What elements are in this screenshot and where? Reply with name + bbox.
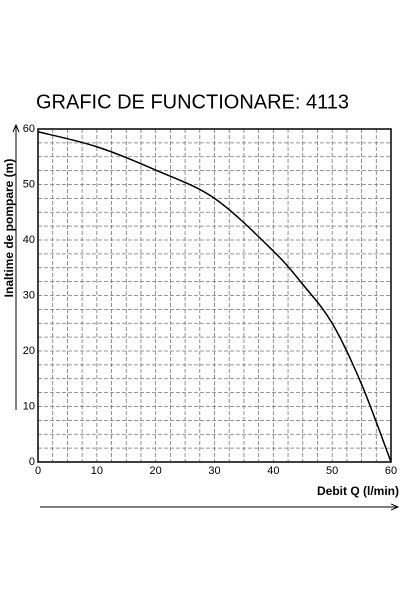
x-axis-label: Debit Q (l/min) bbox=[317, 484, 399, 498]
plot-area: 0 10 20 30 40 50 60 0 10 20 30 40 50 60 bbox=[23, 123, 397, 477]
x-tick-label: 10 bbox=[91, 465, 103, 477]
x-tick-label: 40 bbox=[267, 465, 279, 477]
y-axis-label: Inaltime de pompare (m) bbox=[2, 159, 16, 298]
x-tick-label: 20 bbox=[150, 465, 162, 477]
y-tick-label: 40 bbox=[23, 234, 35, 246]
x-tick-label: 50 bbox=[326, 465, 338, 477]
curve bbox=[37, 131, 392, 463]
x-tick-label: 0 bbox=[35, 465, 41, 477]
y-tick-label: 50 bbox=[23, 178, 35, 190]
y-tick-label: 60 bbox=[23, 123, 35, 135]
x-tick-label: 60 bbox=[385, 465, 397, 477]
chart-title: GRAFIC DE FUNCTIONARE: 4113 bbox=[36, 91, 349, 113]
y-tick-label: 10 bbox=[23, 400, 35, 412]
y-tick-label: 0 bbox=[29, 456, 35, 468]
y-tick-label: 20 bbox=[23, 345, 35, 357]
plot-frame bbox=[37, 128, 392, 463]
x-tick-label: 30 bbox=[208, 465, 220, 477]
y-tick-label: 30 bbox=[23, 289, 35, 301]
